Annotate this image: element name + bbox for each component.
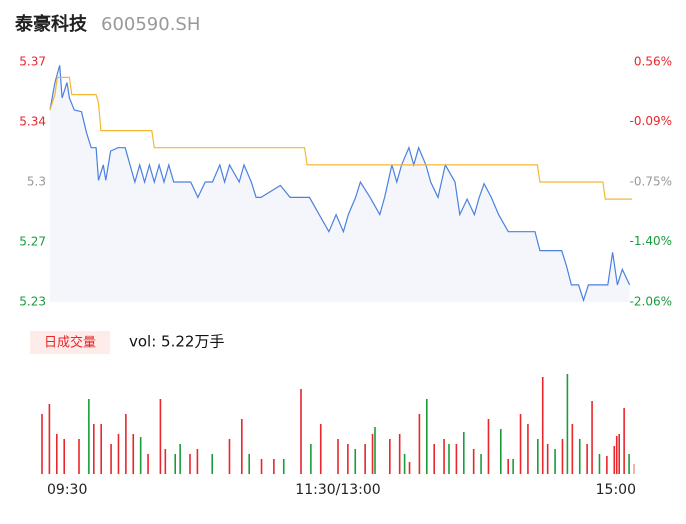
volume-bar — [354, 449, 357, 474]
volume-bar — [117, 434, 120, 474]
volume-bar — [63, 439, 65, 474]
volume-bar — [448, 444, 450, 474]
volume-bar — [88, 399, 90, 474]
price-area — [50, 65, 630, 303]
volume-bar — [433, 444, 435, 474]
volume-bar — [613, 446, 616, 474]
volume-bar — [93, 424, 95, 474]
volume-bar — [455, 444, 458, 474]
volume-bar — [443, 439, 445, 474]
volume-bar — [554, 449, 556, 474]
average-line — [49, 76, 632, 200]
volume-bar — [623, 408, 625, 474]
volume-bar — [56, 434, 58, 474]
volume-bar — [618, 434, 620, 474]
volume-bar — [110, 444, 112, 474]
y2-tick-label: -0.75% — [630, 175, 672, 189]
volume-bar — [228, 439, 231, 474]
volume-bar — [132, 434, 135, 474]
volume-bar — [519, 414, 522, 474]
volume-bar — [426, 399, 428, 474]
volume-bar — [164, 449, 167, 474]
volume-bar — [189, 454, 191, 474]
y-tick-label: 5.3 — [27, 175, 46, 189]
volume-bar — [472, 449, 475, 474]
volume-bar — [260, 459, 263, 474]
volume-bar — [78, 439, 80, 474]
x-tick-label: 11:30/13:00 — [295, 482, 380, 498]
volume-bar — [591, 401, 593, 474]
volume-bar — [615, 436, 618, 474]
volume-bar — [300, 389, 302, 474]
volume-bar — [125, 414, 127, 474]
volume-bar — [374, 427, 376, 474]
volume-bar — [598, 454, 601, 474]
volume-bar — [159, 399, 162, 474]
volume-bar — [389, 439, 391, 474]
y2-tick-label: -2.06% — [630, 295, 672, 309]
volume-bar — [418, 414, 421, 474]
volume-bar — [527, 424, 529, 474]
volume-bar — [403, 454, 406, 474]
volume-bar — [633, 464, 635, 474]
volume-bar — [480, 454, 482, 474]
volume-bar — [578, 439, 581, 474]
volume-bar — [586, 444, 588, 474]
volume-bar — [211, 454, 213, 474]
volume-bar — [371, 434, 374, 474]
volume-bar — [347, 444, 349, 474]
stock-name: 泰豪科技 — [14, 13, 88, 35]
y2-tick-label: -0.09% — [630, 114, 672, 128]
volume-bar — [546, 444, 549, 474]
price-line — [49, 65, 631, 303]
volume-bar — [606, 456, 608, 474]
volume-bar — [310, 444, 312, 474]
volume-bar — [179, 444, 181, 474]
y2-tick-label: -1.40% — [630, 234, 672, 248]
volume-bar — [364, 444, 366, 474]
volume-bar — [174, 454, 176, 474]
y-tick-label: 5.23 — [19, 295, 46, 309]
volume-bar — [41, 414, 43, 474]
stock-code: 600590.SH — [101, 14, 200, 35]
volume-bar — [628, 454, 630, 474]
volume-bar — [241, 419, 243, 474]
volume-bar — [500, 429, 502, 474]
volume-bar — [512, 459, 514, 474]
volume-bar — [463, 432, 465, 474]
volume-bar — [100, 424, 102, 474]
volume-bar — [398, 434, 401, 474]
volume-bar — [337, 439, 339, 474]
volume-button-label[interactable]: 日成交量 — [44, 335, 96, 351]
volume-bar — [139, 437, 142, 474]
volume-bar — [487, 419, 490, 474]
volume-bar — [537, 439, 539, 474]
volume-bar — [507, 459, 509, 474]
volume-bar — [282, 459, 285, 474]
y2-tick-label: 0.56% — [634, 55, 672, 69]
volume-bar — [408, 462, 411, 474]
volume-bar — [273, 459, 275, 474]
volume-bar — [561, 439, 564, 474]
y-tick-label: 5.34 — [19, 115, 46, 129]
volume-bar — [248, 454, 250, 474]
volume-bar — [541, 377, 544, 474]
volume-bar — [196, 449, 199, 474]
x-tick-label: 09:30 — [47, 482, 87, 498]
volume-total: vol: 5.22万手 — [129, 333, 224, 351]
volume-bar — [319, 424, 322, 474]
volume-bar — [566, 374, 569, 474]
volume-bar — [147, 454, 149, 474]
y-tick-label: 5.37 — [19, 55, 46, 69]
volume-bar — [571, 424, 574, 474]
y-tick-label: 5.27 — [19, 235, 46, 249]
x-tick-label: 15:00 — [596, 482, 636, 498]
volume-button[interactable] — [30, 331, 110, 354]
volume-bar — [48, 404, 51, 474]
